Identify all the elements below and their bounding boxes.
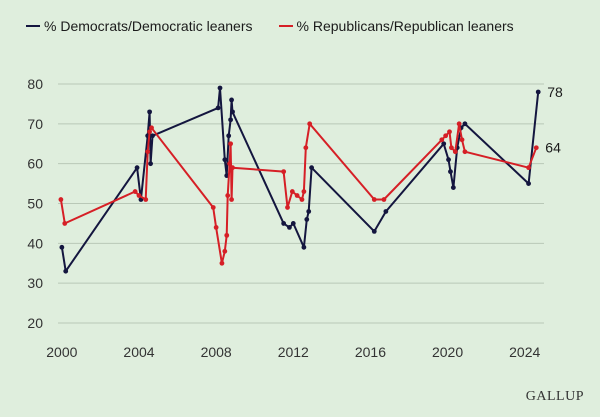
- legend: % Democrats/Democratic leaners % Republi…: [26, 18, 514, 34]
- data-point-democrats: [306, 209, 312, 214]
- data-point-republicans: [456, 121, 462, 127]
- legend-swatch-republicans: [278, 25, 293, 27]
- legend-swatch-democrats: [26, 25, 40, 27]
- data-point-democrats: [450, 185, 456, 190]
- series-line-republicans: [59, 122, 538, 265]
- data-point-republicans: [219, 260, 225, 266]
- data-point-democrats: [59, 244, 65, 250]
- x-tick-label: 2004: [123, 344, 154, 360]
- data-point-republicans: [371, 197, 377, 202]
- data-point-democrats: [228, 117, 234, 123]
- data-point-democrats: [226, 133, 232, 139]
- data-point-republicans: [225, 193, 231, 198]
- data-point-republicans: [301, 189, 307, 194]
- y-tick-label: 70: [27, 116, 43, 132]
- data-point-republicans: [213, 225, 219, 230]
- data-point-republicans: [294, 193, 300, 198]
- y-tick-label: 30: [27, 275, 43, 291]
- data-point-republicans: [303, 145, 309, 151]
- y-tick-label: 40: [27, 235, 43, 251]
- data-point-democrats: [63, 268, 69, 274]
- legend-label-republicans: % Republicans/Republican leaners: [296, 18, 514, 34]
- data-point-democrats: [134, 165, 140, 171]
- data-point-republicans: [145, 149, 151, 155]
- data-point-republicans: [210, 205, 216, 210]
- data-point-democrats: [526, 181, 531, 186]
- data-point-republicans: [229, 197, 234, 202]
- data-point-democrats: [150, 133, 155, 139]
- data-point-republicans: [228, 141, 234, 147]
- data-point-republicans: [462, 149, 468, 155]
- data-point-republicans: [149, 125, 154, 131]
- data-point-democrats: [309, 165, 315, 171]
- series-line-democrats: [60, 87, 540, 273]
- data-point-democrats: [281, 221, 287, 226]
- data-point-democrats: [371, 228, 377, 234]
- data-point-democrats: [441, 141, 447, 147]
- y-tick-label: 60: [27, 156, 43, 172]
- x-tick-label: 2000: [46, 344, 77, 360]
- data-point-democrats: [446, 157, 451, 163]
- x-tick-label: 2012: [278, 344, 309, 360]
- data-point-republicans: [307, 121, 313, 127]
- data-point-democrats: [287, 225, 292, 230]
- data-point-republicans: [147, 129, 153, 135]
- data-point-democrats: [304, 217, 310, 222]
- data-point-republicans: [439, 137, 445, 143]
- data-point-democrats: [217, 85, 223, 91]
- data-point-republicans: [230, 165, 235, 171]
- end-label-democrats: 78: [547, 84, 563, 100]
- data-point-democrats: [147, 109, 153, 115]
- data-point-republicans: [222, 248, 228, 254]
- data-point-republicans: [281, 169, 287, 175]
- x-tick-label: 2016: [355, 344, 386, 360]
- end-label-republicans: 64: [545, 140, 561, 156]
- data-point-republicans: [381, 197, 387, 202]
- data-point-republicans: [452, 149, 458, 155]
- data-point-democrats: [230, 109, 235, 115]
- data-point-republicans: [285, 205, 290, 210]
- data-point-democrats: [229, 97, 234, 103]
- y-tick-label: 50: [27, 196, 43, 212]
- data-point-republicans: [132, 189, 138, 194]
- y-tick-label: 80: [27, 76, 43, 92]
- data-point-republicans: [58, 197, 64, 202]
- data-point-republicans: [299, 197, 305, 202]
- x-tick-label: 2024: [509, 344, 540, 360]
- data-point-republicans: [289, 189, 295, 194]
- data-point-republicans: [227, 161, 233, 167]
- x-tick-label: 2008: [201, 344, 232, 360]
- gallup-logo: GALLUP: [525, 389, 584, 404]
- data-point-republicans: [449, 145, 454, 151]
- data-point-democrats: [301, 244, 307, 250]
- data-point-republicans: [526, 165, 531, 171]
- data-point-republicans: [533, 145, 539, 151]
- data-point-republicans: [62, 221, 68, 226]
- data-point-democrats: [383, 209, 389, 214]
- data-point-republicans: [459, 137, 465, 143]
- data-point-republicans: [143, 197, 149, 202]
- x-tick-label: 2020: [432, 344, 463, 360]
- legend-item-republicans: % Republicans/Republican leaners: [278, 18, 514, 34]
- data-point-republicans: [443, 133, 449, 139]
- data-point-democrats: [148, 161, 153, 167]
- legend-item-democrats: % Democrats/Democratic leaners: [26, 18, 253, 34]
- data-point-democrats: [290, 221, 296, 226]
- data-point-republicans: [224, 232, 230, 238]
- legend-label-democrats: % Democrats/Democratic leaners: [44, 18, 253, 34]
- data-point-democrats: [448, 169, 453, 175]
- y-tick-label: 20: [27, 315, 43, 331]
- data-point-republicans: [447, 129, 452, 135]
- data-point-democrats: [222, 157, 228, 163]
- data-point-democrats: [535, 89, 541, 95]
- data-point-democrats: [215, 105, 221, 111]
- data-point-republicans: [136, 193, 142, 198]
- data-point-democrats: [462, 121, 468, 127]
